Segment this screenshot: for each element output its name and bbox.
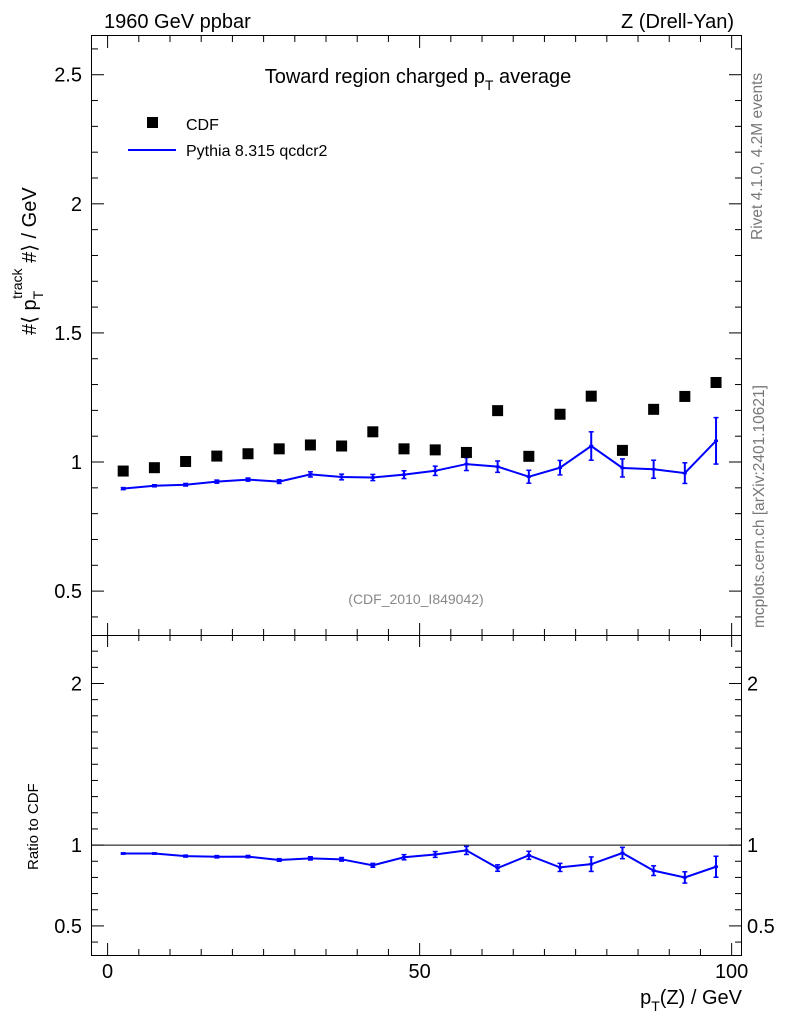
y-tick-label: 2.5 [54, 65, 82, 87]
rivet-label: Rivet 4.1.0, 4.2M events [749, 73, 766, 240]
x-axis-label: pT(Z) / GeV [640, 987, 743, 1014]
cdf-point [429, 444, 441, 456]
y-tick-label: 1 [71, 452, 82, 474]
y-tick-label: 0.5 [54, 581, 82, 603]
y-axis-label: #⟨ pTtrack #⟩ / GeV [9, 187, 46, 335]
mcplots-label: mcplots.cern.ch [arXiv:2401.10621] [751, 385, 768, 628]
cdf-point [460, 446, 472, 458]
cdf-point [616, 444, 628, 456]
ratio-y-axis-label: Ratio to CDF [25, 783, 42, 870]
ratio-axis-ticks [92, 635, 741, 955]
process-label: Z (Drell-Yan) [621, 11, 734, 33]
ratio-y-tick-label: 2 [71, 673, 82, 695]
x-tick-label: 50 [408, 961, 430, 983]
cdf-point [554, 408, 566, 420]
pythia-series [120, 416, 719, 491]
cdf-point [242, 448, 254, 460]
analysis-id: (CDF_2010_I849042) [348, 591, 483, 607]
cdf-point [180, 455, 192, 467]
legend-pythia-label: Pythia 8.315 qcdcr2 [186, 143, 328, 160]
cdf-point [336, 440, 348, 452]
ratio-y-tick-label-right: 0.5 [747, 916, 775, 938]
cdf-point [211, 450, 223, 462]
ratio-y-tick-label-right: 1 [747, 835, 758, 857]
cdf-point [398, 443, 410, 455]
main-axis-ticks [92, 36, 741, 635]
cdf-point [648, 403, 660, 415]
chart-title: Toward region charged pT average [265, 66, 572, 93]
y-tick-label: 1.5 [54, 323, 82, 345]
x-tick-label: 100 [715, 961, 748, 983]
cdf-point [710, 376, 722, 388]
cdf-point [273, 443, 285, 455]
cdf-series [117, 376, 722, 477]
ratio-line [123, 849, 717, 879]
cdf-point [304, 439, 316, 451]
ratio-series [92, 844, 741, 884]
legend-cdf-marker [147, 117, 158, 128]
ratio-panel-frame [91, 635, 742, 956]
legend-cdf-label: CDF [186, 117, 219, 134]
ratio-y-tick-label-right: 2 [747, 673, 758, 695]
pythia-line [123, 440, 717, 490]
cdf-point [367, 426, 379, 438]
cdf-point [148, 462, 160, 474]
x-tick-labels: 0 50 100 [102, 961, 748, 983]
cdf-point [679, 390, 691, 402]
x-tick-label: 0 [102, 961, 113, 983]
y-tick-label: 2 [71, 194, 82, 216]
cdf-point [585, 390, 597, 402]
ratio-y-tick-labels: 0.5 0.5 1 1 2 2 [54, 673, 775, 937]
cdf-point [117, 465, 129, 477]
ratio-y-tick-label: 1 [71, 835, 82, 857]
energy-label: 1960 GeV ppbar [104, 11, 251, 33]
cdf-point [492, 405, 504, 417]
ratio-y-tick-label: 0.5 [54, 916, 82, 938]
cdf-point [523, 450, 535, 462]
main-y-tick-labels: 0.5 1 1.5 2 2.5 [54, 65, 82, 603]
